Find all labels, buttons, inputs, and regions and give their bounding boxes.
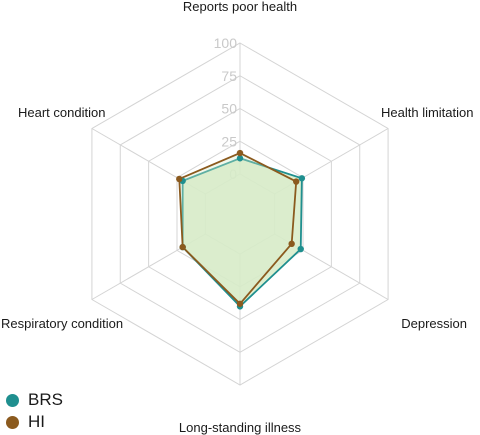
axis-label-3: Long-standing illness: [179, 420, 302, 435]
point-hi-2: [288, 240, 295, 248]
legend-marker-hi: [6, 415, 19, 429]
tick-label-100: 100: [214, 35, 238, 51]
point-brs-2: [297, 245, 304, 253]
point-hi-5: [176, 175, 183, 183]
tick-label-75: 75: [221, 68, 237, 84]
point-brs-0: [236, 155, 244, 162]
tick-label-25: 25: [221, 133, 237, 149]
axis-label-4: Respiratory condition: [1, 316, 123, 331]
legend-item-brs: BRS: [6, 389, 63, 411]
legend-label-brs: BRS: [28, 390, 63, 409]
point-hi-1: [293, 178, 300, 185]
legend-item-hi: HI: [6, 411, 63, 433]
axis-label-0: Reports poor health: [183, 0, 297, 14]
radar-series: [176, 149, 306, 310]
series-area-hi: [178, 152, 298, 306]
point-hi-4: [179, 243, 186, 251]
axis-label-5: Heart condition: [18, 105, 105, 120]
legend-label-hi: HI: [28, 412, 45, 431]
tick-label-50: 50: [221, 101, 237, 117]
legend-marker-brs: [6, 393, 19, 407]
point-brs-1: [298, 175, 306, 182]
point-hi-3: [236, 300, 244, 307]
legend: BRS HI: [6, 389, 63, 433]
point-hi-0: [236, 149, 244, 157]
axis-label-1: Health limitation: [381, 105, 474, 120]
axis-label-2: Depression: [401, 316, 467, 331]
